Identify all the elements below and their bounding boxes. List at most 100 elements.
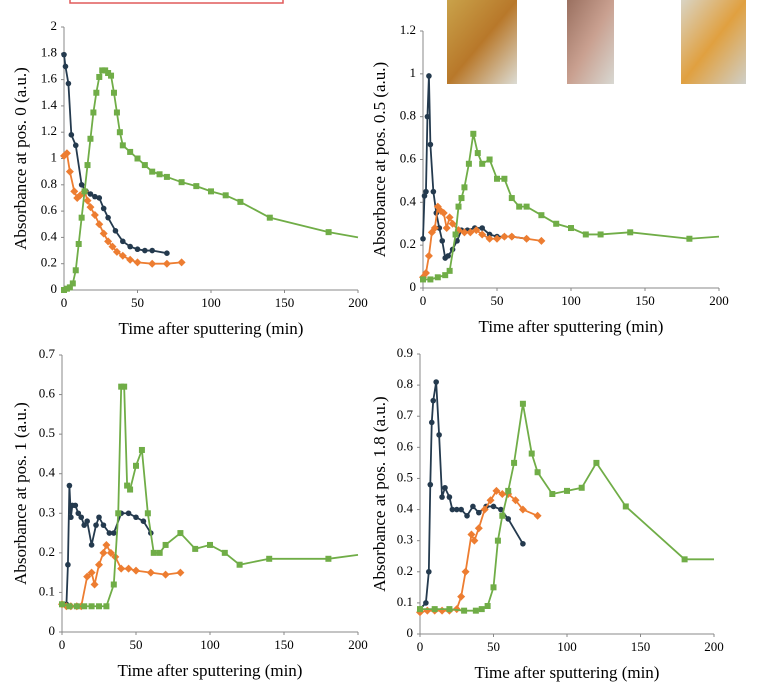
x-tick-label: 100 [201,295,221,310]
data-point [487,157,493,163]
data-point [120,142,126,148]
data-point [509,195,515,201]
data-point [111,582,117,588]
data-point [193,183,199,189]
data-point [447,494,453,500]
data-point [461,184,467,190]
x-tick-label: 50 [130,637,143,652]
data-point [108,73,114,79]
data-point [433,379,439,385]
data-point [59,601,65,607]
x-axis-label: Time after sputtering (min) [479,317,664,336]
y-tick-label: 0.6 [400,150,417,165]
x-tick-label: 150 [275,295,295,310]
y-tick-label: 0.1 [397,594,413,609]
y-tick-label: 0.4 [400,193,417,208]
data-point [120,239,126,245]
data-point [476,510,482,516]
y-tick-label: 0 [49,623,56,638]
data-point [505,488,511,494]
data-point [127,149,133,155]
data-point [520,541,526,547]
y-tick-label: 0.8 [397,376,413,391]
data-point [79,182,85,188]
y-tick-label: 1.8 [41,44,57,59]
x-tick-label: 200 [348,637,368,652]
data-point [494,176,500,182]
data-point [208,188,214,194]
data-point [135,156,141,162]
data-point [73,267,79,273]
data-point [553,221,559,227]
data-point [96,603,102,609]
data-point [142,248,148,254]
photo [447,0,517,84]
x-tick-label: 0 [420,293,427,308]
data-point [68,514,74,520]
y-axis-label: Absorbance at pos. 0.5 (a.u.) [370,62,389,257]
y-tick-label: 0.6 [41,202,58,217]
y-tick-label: 1.6 [41,71,58,86]
data-point [501,176,507,182]
figure: 00.20.40.60.811.21.41.61.82050100150200T… [0,0,764,682]
data-point [505,516,511,522]
data-point [423,189,429,195]
x-axis-label: Time after sputtering (min) [475,663,660,682]
data-point [114,109,120,115]
x-tick-label: 150 [635,293,655,308]
y-tick-label: 0.9 [397,345,413,360]
data-point [145,510,151,516]
y-axis-label: Absorbance at pos. 1.8 (a.u.) [370,396,389,591]
data-point [87,136,93,142]
data-point [105,215,111,221]
x-tick-label: 50 [131,295,144,310]
data-point [439,494,445,500]
data-point [579,485,585,491]
data-point [96,74,102,80]
y-tick-label: 0 [410,279,417,294]
data-point [70,280,76,286]
data-point [133,463,139,469]
data-point [593,460,599,466]
data-point [436,432,442,438]
data-point [164,174,170,180]
x-tick-label: 200 [704,639,724,654]
data-point [623,503,629,509]
y-tick-label: 1 [51,149,58,164]
data-point [326,229,332,235]
data-point [491,504,497,510]
data-point [427,482,433,488]
data-point [237,562,243,568]
data-point [69,132,75,138]
data-point [485,603,491,609]
data-point [447,268,453,274]
data-point [66,81,72,87]
data-point [479,161,485,167]
x-tick-label: 50 [491,293,504,308]
data-point [89,603,95,609]
data-point [65,562,71,568]
data-point [266,556,272,562]
data-point [85,162,91,168]
y-tick-label: 1.2 [400,22,416,37]
data-point [222,550,228,556]
data-point [425,114,431,120]
data-point [431,189,437,195]
data-point [442,485,448,491]
data-point [686,236,692,242]
data-point [429,420,435,426]
y-tick-label: 0.6 [397,438,414,453]
y-tick-label: 0.4 [41,228,58,243]
data-point [564,488,570,494]
data-point [63,64,69,70]
y-tick-label: 1 [410,65,417,80]
data-point [420,236,426,242]
data-point [237,199,243,205]
y-tick-label: 0.5 [397,469,413,484]
data-point [149,169,155,175]
data-point [598,231,604,237]
data-point [428,142,434,148]
data-point [458,195,464,201]
y-tick-label: 0.7 [397,407,414,422]
data-point [568,225,574,231]
